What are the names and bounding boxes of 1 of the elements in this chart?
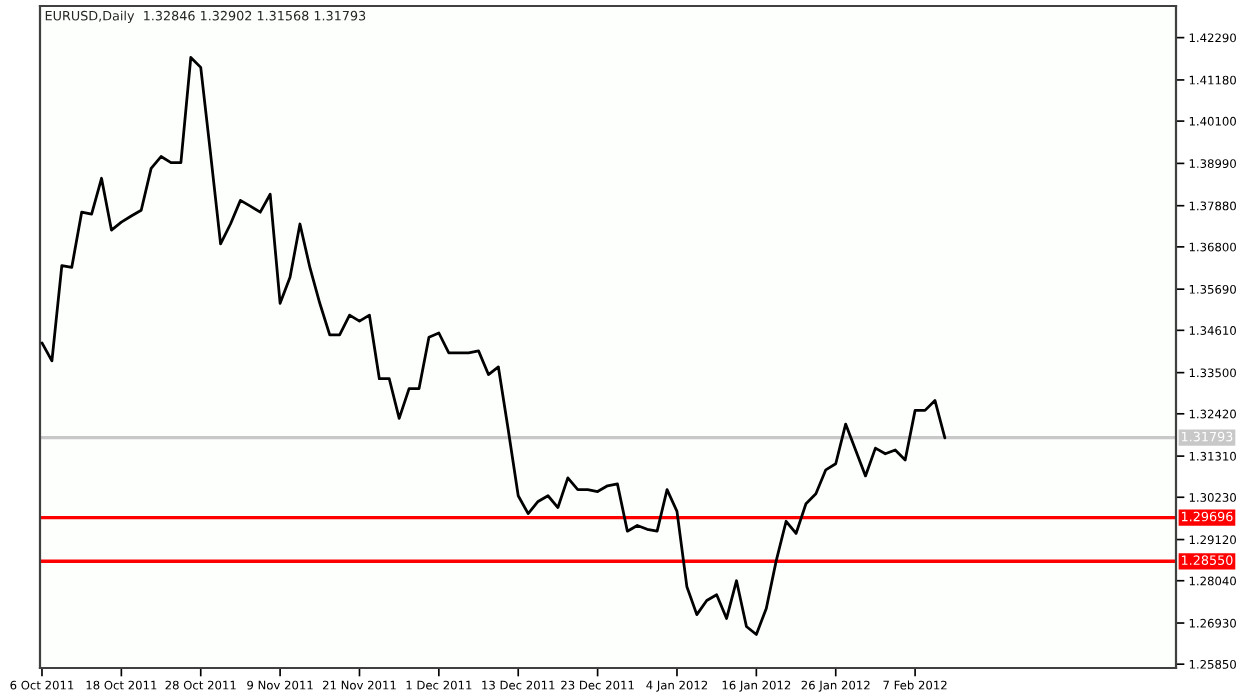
line-series xyxy=(40,56,947,636)
